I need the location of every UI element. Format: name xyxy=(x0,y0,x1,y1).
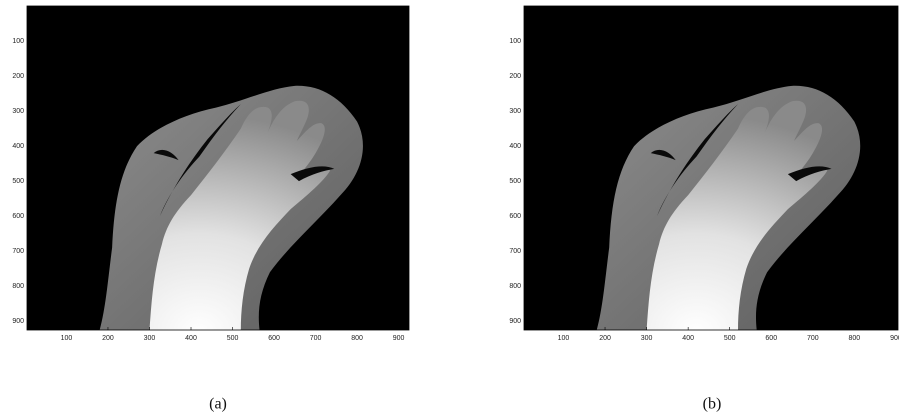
depth-image xyxy=(480,0,899,391)
caption: (b) xyxy=(703,396,722,413)
x-tick-label: 300 xyxy=(144,335,156,342)
y-tick-label: 400 xyxy=(12,143,24,150)
y-tick-label: 900 xyxy=(12,318,24,325)
x-tick-label: 300 xyxy=(641,335,653,342)
y-tick-label: 500 xyxy=(12,178,24,185)
y-tick-label: 600 xyxy=(509,213,521,220)
x-tick-label: 600 xyxy=(765,335,777,342)
panel: 100 200 300 400 500 600 700 800 900 100 200 300 400 5… xyxy=(480,0,899,413)
x-tick-label: 200 xyxy=(102,335,114,342)
x-tick-label: 900 xyxy=(393,335,405,342)
x-tick-label: 100 xyxy=(61,335,73,342)
y-tick-label: 100 xyxy=(509,38,521,45)
y-tick-label: 400 xyxy=(509,143,521,150)
y-tick-label: 900 xyxy=(509,318,521,325)
x-tick-label: 800 xyxy=(351,335,363,342)
x-tick-label: 500 xyxy=(227,335,239,342)
hand-depth-map xyxy=(0,0,482,391)
y-tick-label: 600 xyxy=(12,213,24,220)
y-tick-label: 300 xyxy=(12,108,24,115)
x-tick-label: 700 xyxy=(310,335,322,342)
x-tick-label: 600 xyxy=(268,335,280,342)
y-tick-label: 800 xyxy=(12,283,24,290)
y-tick-label: 200 xyxy=(509,73,521,80)
panel: 100 200 300 400 500 600 700 800 900 100 200 300 400 5… xyxy=(0,0,482,413)
x-tick-label: 100 xyxy=(558,335,570,342)
x-tick-label: 800 xyxy=(849,335,861,342)
caption: (a) xyxy=(209,396,227,413)
hand-depth-map xyxy=(480,0,899,391)
x-tick-label: 900 xyxy=(890,335,899,342)
x-tick-label: 200 xyxy=(599,335,611,342)
x-tick-label: 400 xyxy=(185,335,197,342)
x-tick-label: 500 xyxy=(724,335,736,342)
y-tick-label: 700 xyxy=(509,248,521,255)
y-tick-label: 700 xyxy=(12,248,24,255)
y-tick-label: 800 xyxy=(509,283,521,290)
figure: 100 200 300 400 500 600 700 800 900 100 200 300 400 5… xyxy=(0,0,899,419)
y-tick-label: 100 xyxy=(12,38,24,45)
x-tick-label: 700 xyxy=(807,335,819,342)
y-tick-label: 500 xyxy=(509,178,521,185)
y-tick-label: 300 xyxy=(509,108,521,115)
y-tick-label: 200 xyxy=(12,73,24,80)
depth-image xyxy=(0,0,482,391)
x-tick-label: 400 xyxy=(682,335,694,342)
